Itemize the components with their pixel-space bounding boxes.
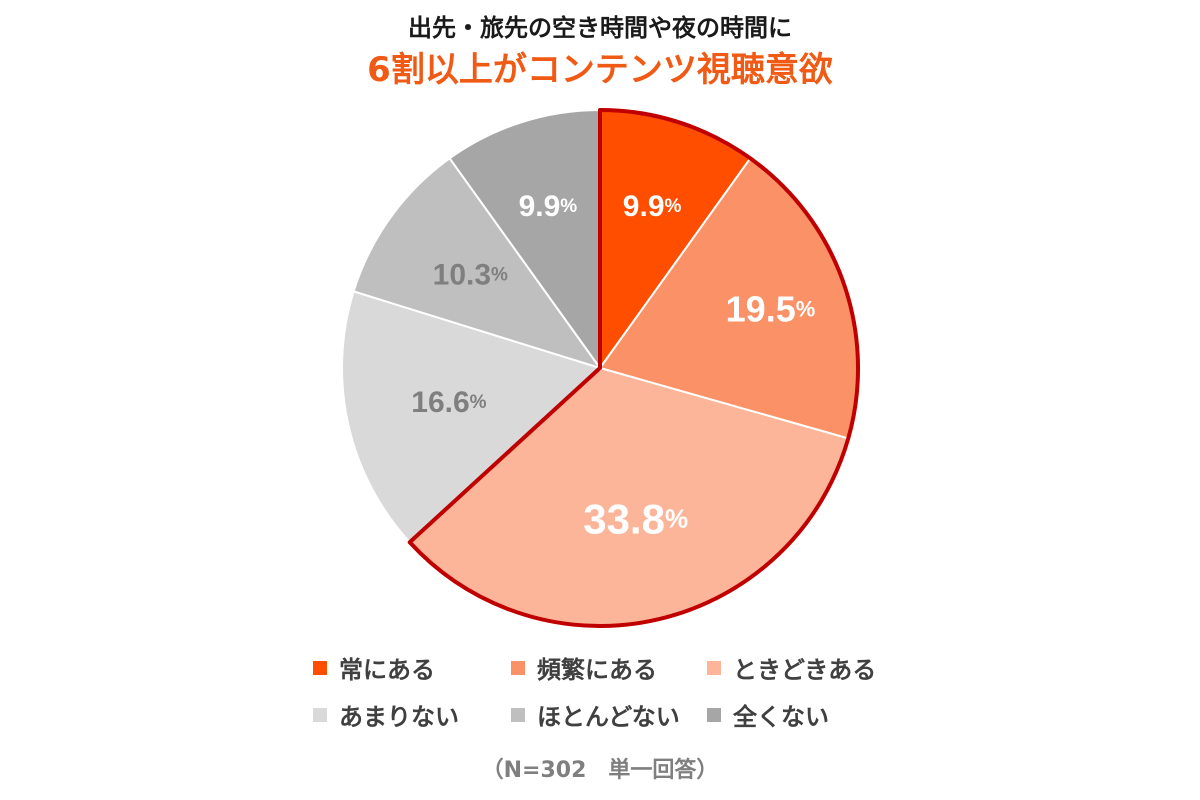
chart-title-line1: 出先・旅先の空き時間や夜の時間に <box>408 14 792 42</box>
legend-item: 常にある <box>313 650 435 685</box>
data-label: 9.9% <box>623 189 682 222</box>
legend-label: あまりない <box>339 703 459 731</box>
legend-label: 全くない <box>733 703 829 731</box>
legend-label: ときどきある <box>733 656 877 684</box>
legend-swatch <box>707 707 721 722</box>
legend-label: 頻繁にある <box>537 656 657 684</box>
pie-slice <box>448 108 601 372</box>
legend-item: 全くない <box>707 697 829 732</box>
sample-note: （N=302 単一回答） <box>481 758 719 783</box>
legend-swatch <box>511 707 525 722</box>
data-label: 33.8% <box>583 495 688 542</box>
legend-swatch <box>707 660 721 675</box>
data-label: 10.3% <box>433 258 508 291</box>
data-label: 9.9% <box>519 189 578 222</box>
legend-swatch <box>313 660 327 675</box>
chart-title-line2: 6割以上がコンテンツ視聴意欲 <box>367 50 833 90</box>
legend-swatch <box>313 707 327 722</box>
pie-slice <box>341 290 602 544</box>
legend-swatch <box>511 660 525 675</box>
data-label: 19.5% <box>726 288 816 329</box>
legend-label: 常にある <box>339 656 435 684</box>
data-label: 16.6% <box>411 385 486 418</box>
legend-item: ほとんどない <box>511 697 680 732</box>
legend-item: ときどきある <box>707 650 876 685</box>
legend-label: ほとんどない <box>537 703 680 731</box>
legend-item: 頻繁にある <box>511 650 657 685</box>
pie-slice <box>352 156 603 370</box>
highlight-outline <box>407 108 860 628</box>
legend-item: あまりない <box>313 697 459 732</box>
